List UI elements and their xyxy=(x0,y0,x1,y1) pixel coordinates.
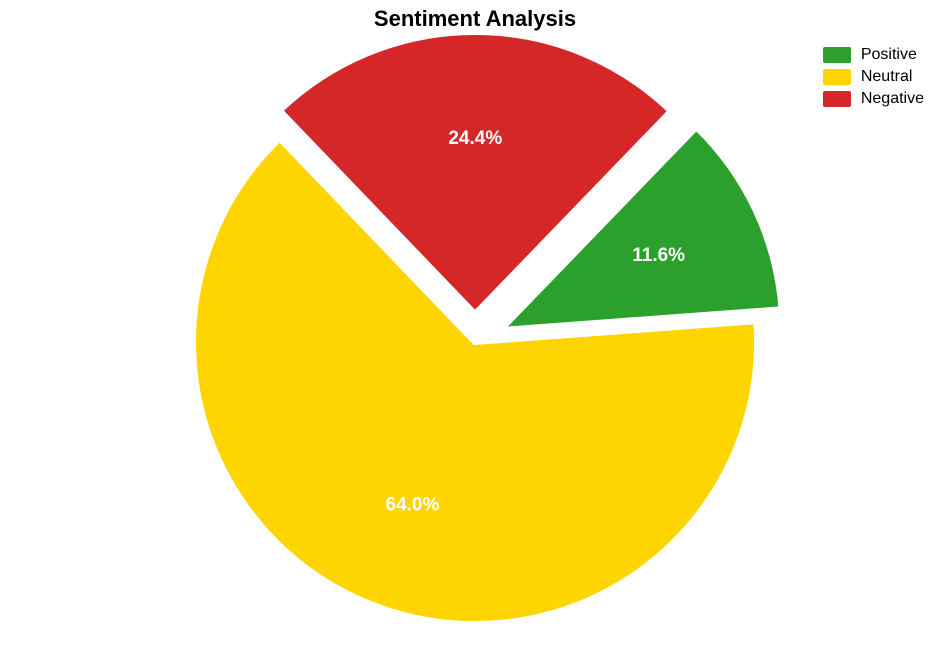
pie-label-positive: 11.6% xyxy=(632,245,685,266)
legend-item-neutral: Neutral xyxy=(823,68,924,86)
legend-label-neutral: Neutral xyxy=(861,68,913,86)
pie-label-neutral: 64.0% xyxy=(386,494,440,515)
pie-svg: 24.4% 11.6% 64.0% xyxy=(0,0,950,662)
legend-item-positive: Positive xyxy=(823,46,924,64)
legend-item-negative: Negative xyxy=(823,90,924,108)
legend: Positive Neutral Negative xyxy=(823,46,924,112)
legend-label-positive: Positive xyxy=(861,46,917,64)
pie-label-negative: 24.4% xyxy=(448,128,502,149)
legend-swatch-negative xyxy=(823,91,851,107)
legend-swatch-neutral xyxy=(823,69,851,85)
sentiment-pie-chart: Sentiment Analysis 24.4%11.6%64.0% Posit… xyxy=(0,0,950,662)
legend-swatch-positive xyxy=(823,47,851,63)
legend-label-negative: Negative xyxy=(861,90,924,108)
